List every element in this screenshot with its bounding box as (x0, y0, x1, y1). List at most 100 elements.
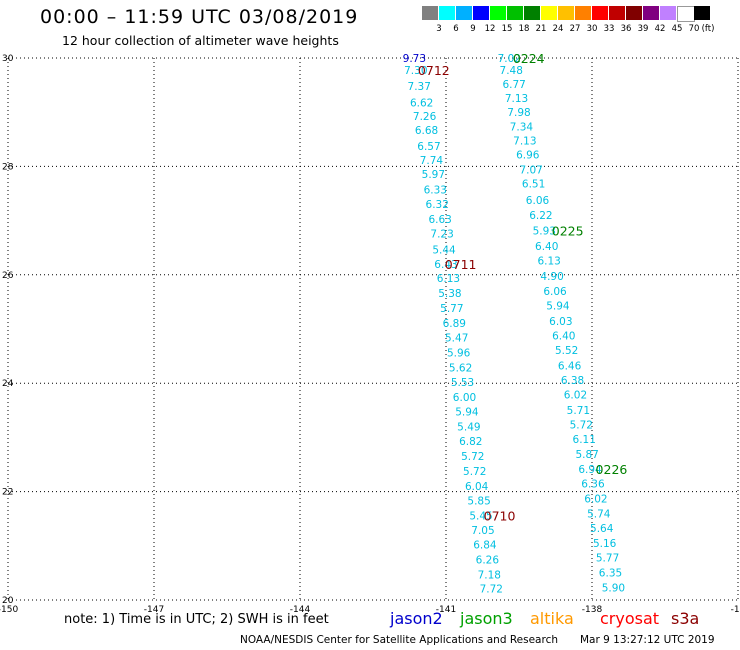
y-tick-label: 26 (2, 271, 14, 281)
wave-height-label: 5.47 (445, 333, 468, 345)
colorbar-swatch (422, 6, 438, 20)
chart-subtitle: 12 hour collection of altimeter wave hei… (62, 33, 339, 48)
colorbar-unit: (ft) (701, 24, 715, 34)
wave-height-label: 5.45 (469, 510, 492, 522)
wave-height-label: 6.38 (561, 375, 584, 387)
wave-height-label: 5.44 (432, 244, 456, 256)
wave-height-label: 5.72 (461, 451, 484, 463)
pass-time-label: 0711 (445, 257, 477, 272)
colorbar-label: 3 (436, 24, 442, 34)
wave-height-label: 5.52 (555, 345, 578, 357)
wave-height-label: 6.13 (537, 256, 560, 268)
colorbar-label: 36 (620, 24, 632, 34)
pass-time-label: 0224 (513, 51, 545, 66)
wave-height-label: 7.48 (500, 65, 523, 77)
colorbar-label: 33 (603, 24, 615, 34)
colorbar-swatch (524, 6, 540, 20)
wave-height-label: 5.72 (570, 419, 593, 431)
colorbar-label: 24 (552, 24, 564, 34)
colorbar-label: 42 (654, 24, 666, 34)
wave-height-label: 7.05 (471, 525, 494, 537)
colorbar-label: 15 (501, 24, 513, 34)
wave-height-label: 7.72 (480, 584, 503, 596)
wave-height-label: 6.94 (578, 464, 602, 476)
wave-height-label: 6.32 (426, 199, 449, 211)
wave-height-label: 6.82 (459, 436, 482, 448)
wave-height-label: 6.46 (558, 360, 582, 372)
wave-height-label: 6.89 (443, 318, 466, 330)
x-tick-label: -144 (290, 605, 311, 615)
colorbar-swatch (507, 6, 523, 20)
wave-height-label: 7.37 (408, 81, 431, 93)
colorbar-label: 30 (586, 24, 598, 34)
pass-time-label: 0225 (552, 223, 584, 238)
wave-height-label: 5.94 (546, 301, 570, 313)
wave-height-label: 6.84 (473, 540, 497, 552)
wave-height-label: 4.90 (540, 271, 563, 283)
y-tick-label: 22 (2, 488, 13, 498)
wave-height-label: 6.36 (581, 478, 605, 490)
wave-height-label: 5.71 (567, 405, 590, 417)
colorbar-swatch (490, 6, 506, 20)
wave-height-label: 6.96 (516, 149, 540, 161)
wave-height-label: 6.03 (549, 316, 572, 328)
wave-height-label: 5.38 (438, 288, 461, 300)
wave-height-label: 7.18 (478, 570, 501, 582)
wave-height-label: 7.26 (413, 111, 437, 123)
colorbar-swatch (541, 6, 557, 20)
wave-height-label: 6.33 (424, 185, 447, 197)
wave-height-label: 6.06 (526, 195, 550, 207)
wave-height-label: 6.77 (502, 79, 525, 91)
mission-label-jason2: jason2 (390, 609, 443, 628)
wave-height-label: 7.23 (430, 229, 453, 241)
mission-label-altika: altika (530, 609, 574, 628)
x-tick-label: -138 (582, 605, 603, 615)
mission-label-jason3: jason3 (460, 609, 513, 628)
pass-time-label: 0712 (418, 63, 450, 78)
wave-height-label: 6.63 (428, 214, 451, 226)
y-tick-label: 24 (2, 379, 14, 389)
wave-height-label: 6.00 (453, 392, 476, 404)
colorbar-swatch (558, 6, 574, 20)
colorbar-label: 45 (671, 24, 683, 34)
colorbar-label: 6 (453, 24, 459, 34)
wave-height-label: 7.13 (505, 93, 528, 105)
wave-height-label: 5.90 (602, 583, 625, 595)
colorbar-label: 39 (637, 24, 649, 34)
wave-height-label: 6.35 (599, 567, 622, 579)
wave-height-label: 5.64 (590, 523, 614, 535)
wave-height-label: 5.93 (533, 225, 556, 237)
pass-time-label: 0226 (596, 462, 628, 477)
colorbar-label: 18 (518, 24, 530, 34)
colorbar-swatch (439, 6, 455, 20)
wave-height-label: 5.62 (449, 362, 472, 374)
wave-height-label: 7.98 (507, 107, 530, 119)
colorbar-swatch (660, 6, 676, 20)
colorbar-label: 12 (484, 24, 496, 34)
colorbar-swatch (592, 6, 608, 20)
wave-height-label: 5.77 (440, 303, 463, 315)
wave-height-label: 6.51 (522, 179, 545, 191)
wave-height-label: 6.06 (543, 286, 567, 298)
y-tick-label: 30 (2, 54, 14, 64)
pass-time-label: 0710 (484, 508, 516, 523)
wave-height-label: 5.74 (587, 508, 611, 520)
wave-height-label: 9.73 (403, 53, 426, 65)
colorbar-swatch (456, 6, 472, 20)
wave-height-label: 5.49 (457, 422, 480, 434)
y-tick-label: 20 (2, 596, 14, 606)
wave-height-label: 5.72 (463, 466, 486, 478)
wave-height-label: 6.57 (417, 141, 440, 153)
colorbar-swatch (694, 6, 710, 20)
wave-height-label: 5.53 (451, 377, 474, 389)
colorbar-label: 9 (470, 24, 476, 34)
wave-height-label: 6.26 (476, 554, 500, 566)
wave-height-label: 6.22 (529, 210, 552, 222)
wave-height-label: 7.74 (420, 155, 444, 167)
wave-height-label: 7.13 (513, 135, 536, 147)
wave-height-label: 7.02 (498, 53, 521, 65)
wave-height-label: 6.62 (410, 97, 433, 109)
y-tick-label: 28 (2, 162, 14, 172)
